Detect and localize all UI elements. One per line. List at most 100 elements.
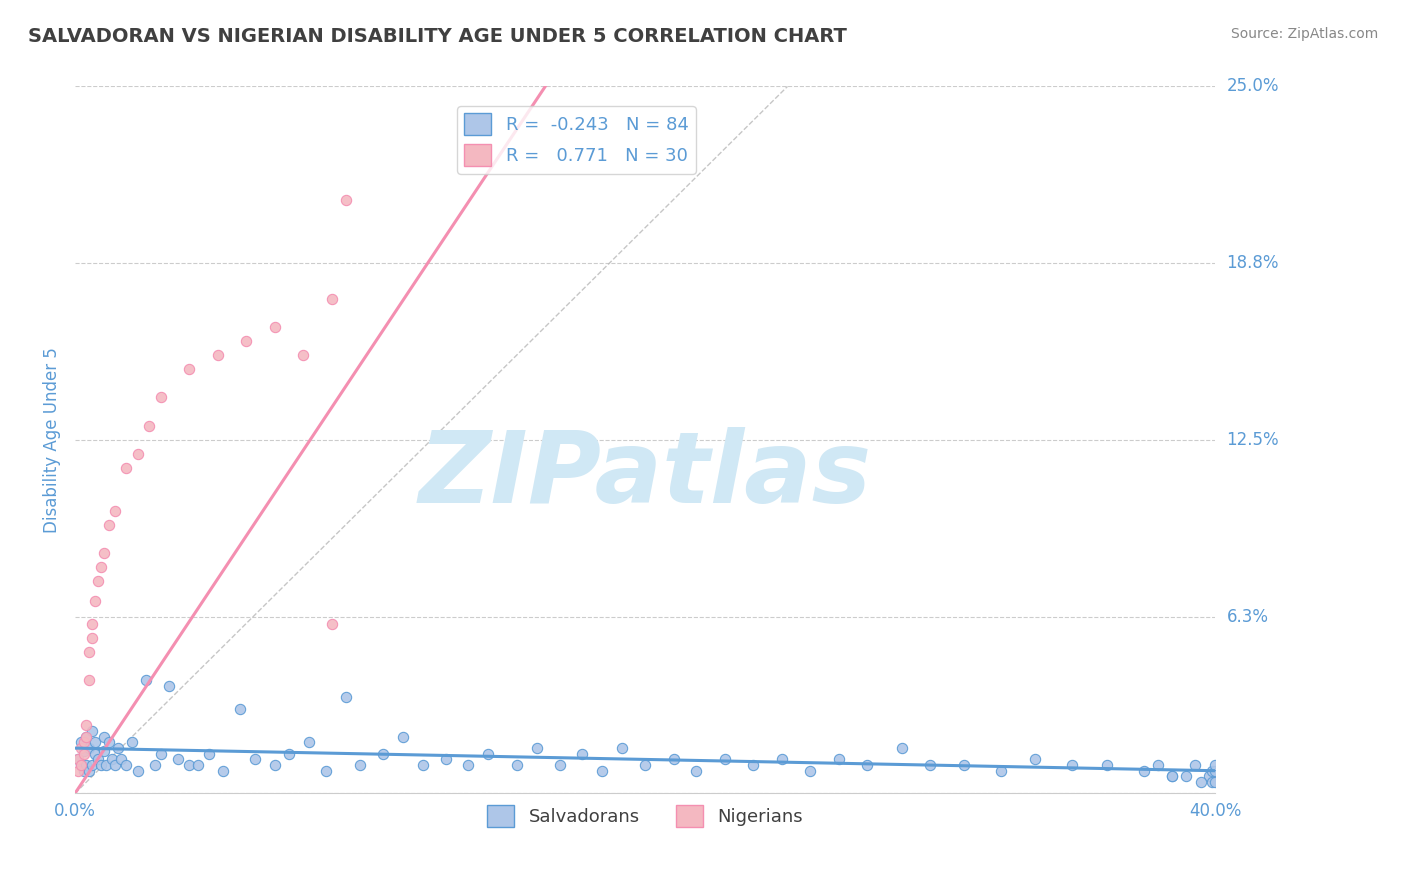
Point [890,741,912,756]
Text: ZIPatlas: ZIPatlas [419,426,872,524]
Text: SALVADORAN VS NIGERIAN DISABILITY AGE UNDER 5 CORRELATION CHART: SALVADORAN VS NIGERIAN DISABILITY AGE UN… [28,27,846,45]
Point [742,758,765,772]
Point [104,758,127,772]
Point [412,758,434,772]
Point [75,730,97,744]
Legend: Salvadorans, Nigerians: Salvadorans, Nigerians [479,797,810,834]
Point [77,645,100,659]
Point [72,735,94,749]
Point [84,594,107,608]
Point [66,752,89,766]
Point [243,752,266,766]
Point [75,730,97,744]
Point [66,752,89,766]
Point [93,730,115,744]
Point [685,764,707,778]
Point [75,718,97,732]
Point [263,758,285,772]
Point [799,764,821,778]
Point [391,730,413,744]
Point [115,758,138,772]
Point [349,758,371,772]
Point [298,735,321,749]
Point [69,735,91,749]
Point [77,741,100,756]
Point [69,758,91,772]
Point [770,752,793,766]
Point [571,747,593,761]
Point [1161,769,1184,783]
Point [856,758,879,772]
Text: 25.0%: 25.0% [1226,78,1279,95]
Point [69,741,91,756]
Point [591,764,613,778]
Point [526,741,548,756]
Point [72,744,94,758]
Point [90,758,112,772]
Point [321,292,343,306]
Point [177,362,200,376]
Point [1184,758,1206,772]
Point [235,334,257,348]
Point [121,735,143,749]
Point [93,546,115,560]
Point [138,418,160,433]
Point [229,701,252,715]
Point [1024,752,1046,766]
Point [157,679,180,693]
Text: 6.3%: 6.3% [1226,607,1268,625]
Point [1204,758,1226,772]
Point [1201,764,1223,778]
Point [828,752,851,766]
Point [75,758,97,772]
Point [1095,758,1118,772]
Point [1132,764,1154,778]
Point [506,758,529,772]
Point [87,574,110,589]
Point [107,741,129,756]
Point [335,193,357,207]
Point [96,758,118,772]
Point [166,752,188,766]
Point [1204,775,1226,789]
Point [918,758,941,772]
Point [953,758,976,772]
Point [198,747,221,761]
Point [1062,758,1084,772]
Point [110,752,132,766]
Text: Source: ZipAtlas.com: Source: ZipAtlas.com [1230,27,1378,41]
Point [187,758,209,772]
Point [1201,775,1223,789]
Point [77,673,100,688]
Point [612,741,634,756]
Point [90,560,112,574]
Point [98,735,121,749]
Point [135,673,157,688]
Point [714,752,737,766]
Y-axis label: Disability Age Under 5: Disability Age Under 5 [44,347,60,533]
Point [990,764,1012,778]
Point [177,758,200,772]
Point [1161,769,1184,783]
Point [1204,764,1226,778]
Point [548,758,571,772]
Point [143,758,166,772]
Point [72,747,94,761]
Point [127,447,149,461]
Point [371,747,394,761]
Point [98,517,121,532]
Text: 12.5%: 12.5% [1226,431,1279,449]
Point [321,616,343,631]
Point [127,764,149,778]
Point [212,764,235,778]
Point [84,735,107,749]
Point [1175,769,1198,783]
Point [477,747,499,761]
Point [82,631,104,645]
Point [457,758,479,772]
Point [207,348,229,362]
Point [77,764,100,778]
Point [1198,769,1220,783]
Point [292,348,315,362]
Point [101,752,124,766]
